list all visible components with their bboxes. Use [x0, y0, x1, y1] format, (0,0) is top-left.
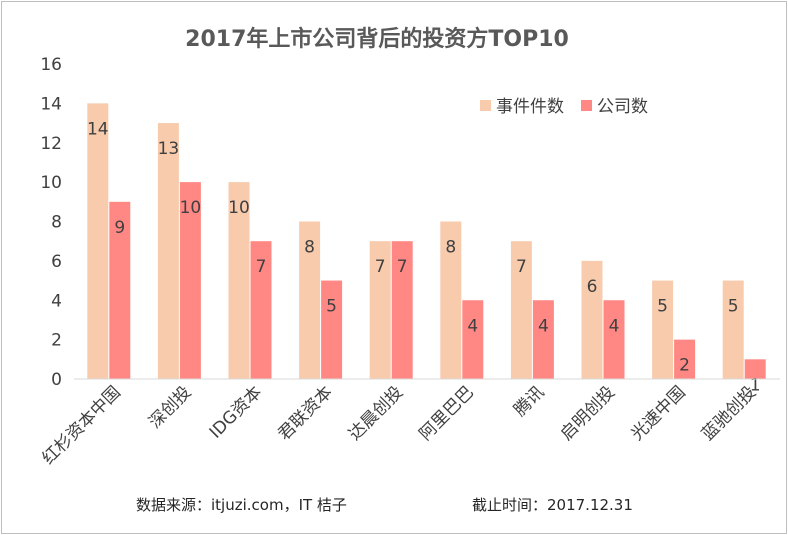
bar-companies: [674, 339, 696, 379]
category-label: 达晨创投: [345, 382, 407, 444]
bar-events: [652, 280, 674, 379]
data-label: 9: [114, 218, 125, 238]
data-label: 8: [445, 238, 456, 258]
cutoff-date: 截止时间：2017.12.31: [472, 496, 633, 514]
y-tick-label: 14: [40, 94, 62, 114]
data-label: 7: [375, 257, 386, 277]
data-label: 10: [180, 198, 202, 218]
data-label: 5: [728, 297, 739, 317]
data-label: 4: [609, 316, 620, 336]
bar-companies: [532, 300, 554, 379]
data-label: 10: [228, 198, 250, 218]
category-label: 红杉资本中国: [39, 382, 125, 468]
bar-events: [510, 241, 532, 379]
bar-events: [157, 123, 179, 379]
data-label: 1: [750, 375, 761, 395]
data-label: 7: [256, 257, 267, 277]
y-tick-label: 10: [40, 173, 62, 193]
data-label: 2: [679, 356, 690, 376]
y-tick-label: 6: [51, 252, 62, 272]
legend-label: 事件件数: [496, 97, 564, 117]
category-label: IDG资本: [206, 382, 266, 442]
bar-companies: [250, 241, 272, 379]
bar-events: [228, 182, 250, 379]
category-label: 君联资本: [274, 382, 336, 444]
legend-swatch: [581, 100, 592, 111]
bar-companies: [179, 182, 201, 379]
bar-events: [369, 241, 391, 379]
bar-events: [299, 221, 321, 379]
category-label: 光速中国: [627, 382, 689, 444]
bar-events: [87, 103, 109, 379]
bar-companies: [744, 359, 766, 379]
data-label: 4: [467, 316, 478, 336]
data-label: 7: [397, 257, 408, 277]
y-tick-label: 4: [51, 291, 62, 311]
data-label: 7: [516, 257, 527, 277]
data-label: 6: [587, 277, 598, 297]
category-label: 启明创投: [557, 382, 619, 444]
data-label: 5: [657, 297, 668, 317]
category-label: 蓝驰创投: [698, 382, 760, 444]
legend: 事件件数 公司数: [480, 97, 648, 117]
bar-companies: [462, 300, 484, 379]
category-label: 腾讯: [510, 382, 548, 420]
bar-events: [440, 221, 462, 379]
legend-swatch: [480, 100, 491, 111]
data-label: 8: [304, 238, 315, 258]
data-label: 13: [158, 139, 180, 159]
bar-companies: [391, 241, 413, 379]
x-axis: 红杉资本中国 深创投 IDG资本 君联资本 达晨创投 阿里巴巴 腾讯 启明创投 光速中国 蓝驰创投: [39, 378, 780, 469]
y-tick-label: 16: [40, 55, 62, 75]
bars: [87, 103, 766, 379]
data-label: 4: [538, 316, 549, 336]
bar-companies: [109, 201, 131, 379]
data-label: 14: [87, 119, 109, 139]
bar-events: [722, 280, 744, 379]
y-axis: 0 2 4 6 8 10 12 14 16: [40, 55, 62, 390]
bar-companies: [321, 280, 343, 379]
bar-companies: [603, 300, 625, 379]
y-tick-label: 12: [40, 134, 62, 154]
category-label: 阿里巴巴: [416, 382, 478, 444]
y-tick-label: 2: [51, 331, 62, 351]
data-label: 5: [326, 297, 337, 317]
bar-events: [581, 260, 603, 379]
chart-title: 2017年上市公司背后的投资方TOP10: [185, 26, 569, 52]
category-label: 深创投: [145, 382, 195, 432]
source-note: 数据来源：itjuzi.com，IT 桔子: [136, 496, 347, 514]
y-tick-label: 8: [51, 213, 62, 233]
y-tick-label: 0: [51, 370, 62, 390]
legend-label: 公司数: [597, 97, 648, 117]
